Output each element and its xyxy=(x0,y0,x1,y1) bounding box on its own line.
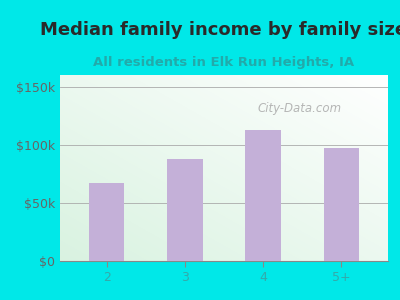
Text: Median family income by family size: Median family income by family size xyxy=(40,21,400,39)
Text: City-Data.com: City-Data.com xyxy=(257,102,342,115)
Text: All residents in Elk Run Heights, IA: All residents in Elk Run Heights, IA xyxy=(94,56,354,68)
Bar xyxy=(324,148,359,261)
Bar xyxy=(246,130,281,261)
Bar xyxy=(89,183,124,261)
Bar xyxy=(167,159,202,261)
